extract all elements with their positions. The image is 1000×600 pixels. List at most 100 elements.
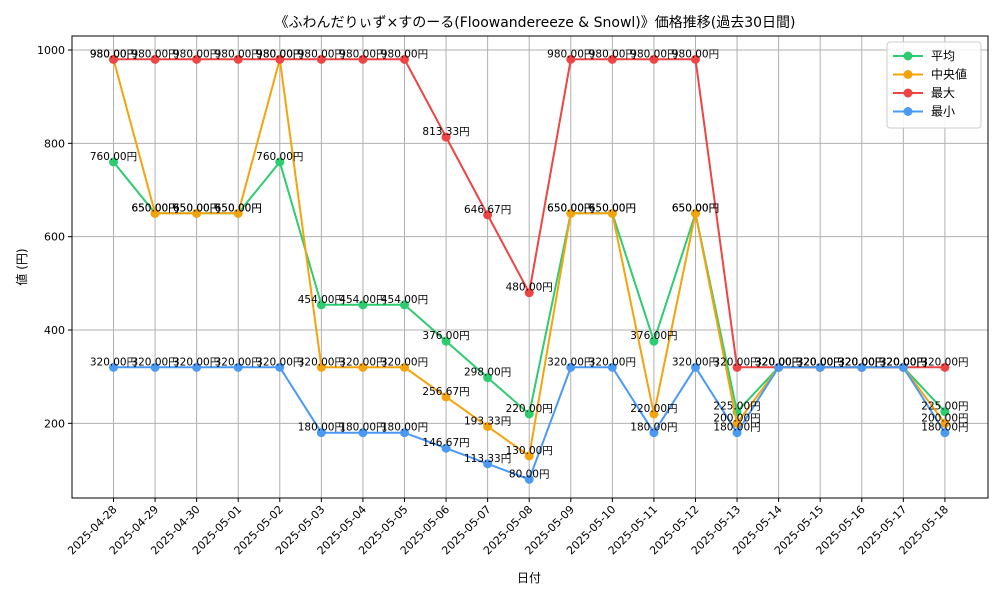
data-point <box>358 362 368 372</box>
data-point <box>690 362 700 372</box>
data-label: 980.00円 <box>381 48 428 60</box>
data-point <box>275 54 285 64</box>
data-label: 113.33円 <box>464 453 511 465</box>
data-label: 130.00円 <box>506 445 553 457</box>
data-label: 646.67円 <box>464 204 511 216</box>
data-label: 320.00円 <box>880 356 927 368</box>
data-label: 298.00円 <box>464 367 511 379</box>
legend-label: 中央値 <box>931 67 967 82</box>
data-label: 320.00円 <box>797 356 844 368</box>
data-label: 320.00円 <box>298 356 345 368</box>
legend-label: 平均 <box>931 49 955 63</box>
data-point <box>857 362 867 372</box>
data-point <box>316 428 326 438</box>
data-point <box>399 300 409 310</box>
data-label: 760.00円 <box>90 151 137 163</box>
data-point <box>483 421 493 431</box>
data-point <box>192 362 202 372</box>
series-3 <box>109 362 950 484</box>
data-label: 320.00円 <box>672 356 719 368</box>
x-axis-label: 日付 <box>517 571 541 585</box>
data-label: 650.00円 <box>131 202 178 214</box>
data-point <box>940 362 950 372</box>
legend-box <box>886 41 982 129</box>
data-label: 320.00円 <box>589 356 636 368</box>
data-label: 200.00円 <box>921 412 968 424</box>
data-point <box>524 288 534 298</box>
data-labels: 760.00円650.00円650.00円650.00円760.00円454.0… <box>90 48 969 480</box>
data-point <box>109 54 118 64</box>
data-label: 256.67円 <box>422 386 469 398</box>
data-label: 320.00円 <box>256 356 303 368</box>
data-label: 220.00円 <box>630 403 677 415</box>
data-point <box>358 300 368 310</box>
data-point <box>566 362 576 372</box>
data-point <box>150 54 160 64</box>
data-label: 180.00円 <box>339 422 386 434</box>
plot-frame <box>71 35 989 499</box>
data-point <box>607 54 617 64</box>
legend-label: 最小 <box>931 105 955 119</box>
data-label: 650.00円 <box>173 202 220 214</box>
data-label: 180.00円 <box>298 422 345 434</box>
data-point <box>774 362 784 372</box>
data-label: 650.00円 <box>589 202 636 214</box>
data-point <box>358 428 368 438</box>
data-label: 320.00円 <box>880 356 927 368</box>
data-point <box>399 428 409 438</box>
data-label: 980.00円 <box>547 48 594 60</box>
data-label: 320.00円 <box>880 356 927 368</box>
data-label: 225.00円 <box>713 401 760 413</box>
data-label: 650.00円 <box>215 202 262 214</box>
data-label: 980.00円 <box>215 48 262 60</box>
data-label: 980.00円 <box>589 48 636 60</box>
data-point <box>566 54 576 64</box>
data-point <box>316 300 326 310</box>
data-label: 650.00円 <box>215 202 262 214</box>
data-label: 200.00円 <box>713 412 760 424</box>
data-label: 650.00円 <box>589 202 636 214</box>
data-point <box>316 362 326 372</box>
data-label: 180.00円 <box>921 422 968 434</box>
data-label: 320.00円 <box>755 356 802 368</box>
legend-label: 最大 <box>931 86 955 100</box>
y-tick-label: 600 <box>44 231 65 244</box>
data-point <box>732 428 742 438</box>
data-point <box>358 54 368 64</box>
data-point <box>150 362 160 372</box>
data-label: 320.00円 <box>90 356 137 368</box>
data-label: 320.00円 <box>880 356 927 368</box>
data-label: 225.00円 <box>921 401 968 413</box>
y-tick-label: 800 <box>44 137 65 150</box>
data-label: 320.00円 <box>547 356 594 368</box>
data-label: 320.00円 <box>755 356 802 368</box>
data-label: 760.00円 <box>256 151 303 163</box>
data-label: 980.00円 <box>256 48 303 60</box>
data-point <box>649 336 659 346</box>
data-point <box>441 336 451 346</box>
data-label: 980.00円 <box>339 48 386 60</box>
data-point <box>441 443 451 453</box>
data-point <box>233 362 243 372</box>
data-point <box>109 362 118 372</box>
data-point <box>898 362 908 372</box>
data-label: 813.33円 <box>422 126 469 138</box>
data-point <box>483 210 493 220</box>
data-label: 376.00円 <box>422 330 469 342</box>
data-point <box>566 208 576 218</box>
y-tick-label: 1000 <box>37 44 65 57</box>
data-label: 376.00円 <box>630 330 677 342</box>
data-point <box>524 409 534 419</box>
data-point <box>649 428 659 438</box>
data-label: 650.00円 <box>672 202 719 214</box>
data-point <box>690 54 700 64</box>
data-label: 480.00円 <box>506 282 553 294</box>
data-point <box>732 362 742 372</box>
data-label: 980.00円 <box>298 48 345 60</box>
data-point <box>649 409 659 419</box>
data-label: 320.00円 <box>173 356 220 368</box>
data-label: 320.00円 <box>713 356 760 368</box>
data-label: 320.00円 <box>339 356 386 368</box>
data-point <box>815 362 825 372</box>
